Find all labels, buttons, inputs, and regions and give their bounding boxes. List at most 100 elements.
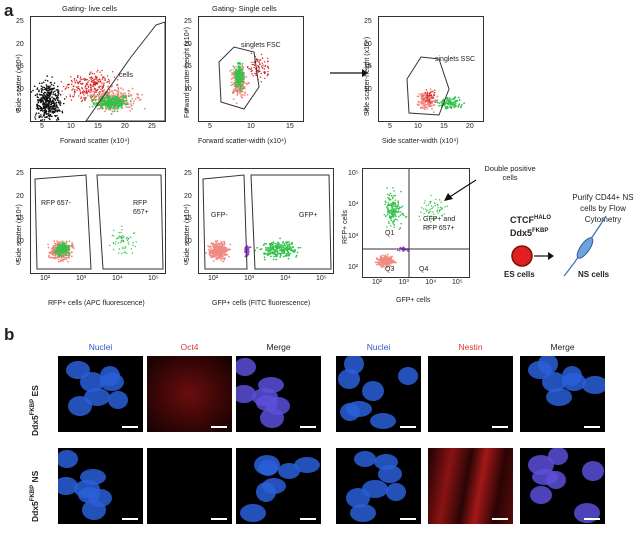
scatter-point (299, 246, 302, 249)
scatter-point (437, 204, 439, 206)
scatter-point (393, 219, 395, 221)
scatter-point (38, 89, 40, 92)
scatter-point (283, 242, 286, 245)
scatter-point (271, 243, 274, 246)
scatter-point (251, 73, 253, 75)
plot2-gate-label: singlets FSC (241, 42, 281, 49)
scatter-point (45, 89, 48, 92)
scatter-point (397, 203, 400, 205)
scatter-point (272, 245, 275, 248)
scatter-point (226, 253, 229, 256)
scatter-point (211, 242, 213, 245)
scatter-point (92, 83, 95, 86)
scatter-point (287, 250, 289, 253)
scatter-point (395, 205, 398, 207)
scatter-point (42, 86, 44, 89)
scatter-point (264, 77, 266, 79)
scatter-point (423, 202, 426, 204)
scatter-point (429, 88, 432, 90)
panel-a-letter: a (4, 1, 14, 20)
scatter-point (90, 78, 92, 81)
scatter-point (33, 85, 36, 88)
p2-ytick: 25 (184, 18, 192, 25)
scatter-point (232, 98, 235, 100)
scatter-point (243, 87, 246, 90)
p4-ytick: 25 (16, 170, 24, 177)
scatter-point (100, 88, 103, 91)
scatter-point (122, 239, 125, 242)
scatter-point (67, 248, 70, 251)
scatter-point (232, 65, 235, 68)
p4-xtick: 10² (40, 275, 51, 282)
scatter-point (110, 93, 113, 96)
scatter-point (118, 236, 120, 239)
nucleus-shape (294, 457, 320, 473)
micrograph-nuclei (58, 356, 143, 432)
scatter-point (34, 94, 37, 97)
scatter-point (113, 110, 116, 113)
scatter-point (121, 95, 124, 98)
nucleus-shape (80, 372, 104, 392)
scatter-point (41, 119, 44, 121)
scatter-point (397, 215, 400, 218)
scatter-point (393, 261, 396, 264)
scatter-point (424, 92, 427, 94)
plot4-xlabel: RFP+ cells (APC fluorescence) (48, 300, 145, 307)
scatter-point (70, 255, 73, 258)
scatter-point (38, 90, 40, 93)
scatter-point (92, 94, 95, 97)
scatter-point (243, 82, 246, 85)
scatter-point (401, 205, 404, 208)
scale-bar (492, 426, 508, 428)
scatter-point (109, 89, 111, 91)
scatter-point (121, 228, 123, 231)
nucleus-shape (350, 504, 376, 522)
scatter-point (250, 52, 253, 55)
scatter-point (294, 249, 297, 251)
scatter-point (417, 100, 420, 103)
scatter-point (54, 242, 57, 245)
scatter-point (68, 83, 70, 86)
scatter-point (98, 86, 100, 88)
scatter-point (390, 202, 392, 205)
es-to-ns-arrow-icon (534, 252, 554, 260)
p2-xtick: 5 (208, 123, 212, 130)
scatter-point (441, 102, 444, 105)
scatter-point (291, 246, 294, 248)
scatter-point (90, 71, 92, 73)
scatter-point (430, 94, 432, 97)
scatter-point (391, 215, 394, 218)
scatter-point (71, 83, 73, 86)
scatter-point (39, 94, 42, 96)
scatter-point (279, 252, 282, 255)
scatter-point (220, 244, 223, 247)
scatter-point (55, 249, 58, 251)
scatter-point (55, 119, 58, 121)
scatter-point (243, 248, 246, 251)
scatter-point (214, 246, 217, 249)
scatter-point (431, 107, 433, 110)
scatter-point (267, 253, 270, 256)
scatter-point (402, 249, 405, 252)
scatter-point (77, 74, 79, 77)
nucleus-shape (548, 448, 568, 465)
scatter-point (389, 264, 392, 267)
scatter-point (71, 246, 74, 249)
p3-ytick: 20 (364, 40, 372, 48)
scatter-point (115, 241, 117, 243)
scatter-point (288, 241, 290, 243)
micrograph-nuclei (336, 356, 421, 432)
scatter-point (215, 253, 218, 256)
scatter-point (430, 194, 432, 197)
scatter-point (72, 96, 75, 98)
scatter-point (287, 257, 290, 260)
scatter-point (67, 260, 70, 263)
scatter-point (59, 241, 62, 244)
scale-bar (400, 426, 416, 428)
scatter-point (129, 236, 132, 238)
scatter-point (60, 248, 62, 250)
scatter-point (91, 105, 94, 108)
scatter-point (84, 99, 86, 102)
scatter-point (39, 100, 42, 102)
scatter-point (41, 116, 43, 118)
